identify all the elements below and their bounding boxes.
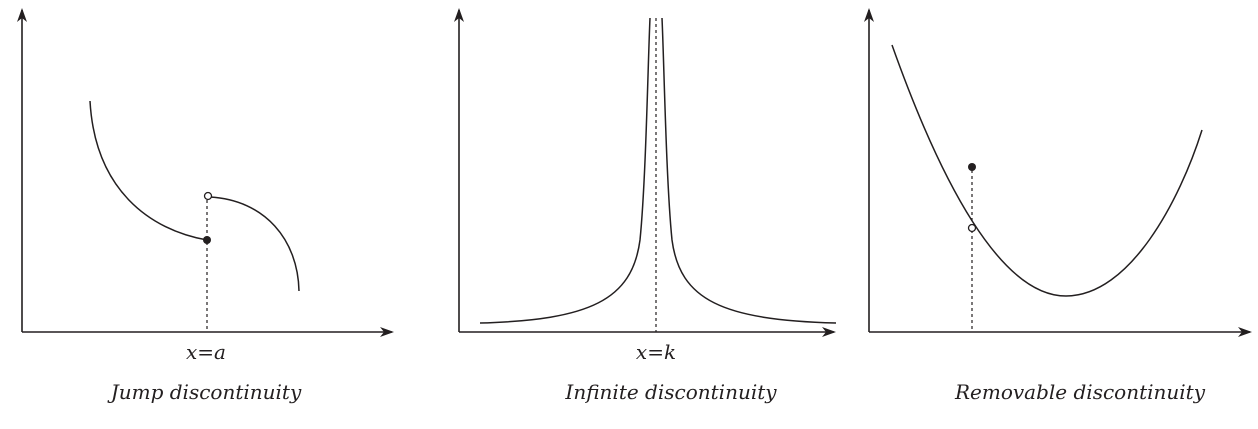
open-point <box>203 191 213 201</box>
jump-panel: x=a Jump discontinuity <box>17 8 394 404</box>
filled-point <box>203 236 211 244</box>
left-branch <box>479 17 651 324</box>
infinite-panel: x=k Infinite discontinuity <box>454 8 837 404</box>
x-label: x=a <box>186 340 226 364</box>
x-label: x=k <box>636 340 676 364</box>
caption: Removable discontinuity <box>954 380 1206 404</box>
left-curve <box>89 100 208 241</box>
caption: Jump discontinuity <box>107 380 302 404</box>
right-curve <box>209 196 300 292</box>
right-branch <box>661 17 837 324</box>
parabola-curve <box>891 44 1203 297</box>
filled-point <box>968 163 976 171</box>
removable-panel: Removable discontinuity <box>864 8 1252 404</box>
caption: Infinite discontinuity <box>564 380 777 404</box>
open-point <box>967 223 977 233</box>
